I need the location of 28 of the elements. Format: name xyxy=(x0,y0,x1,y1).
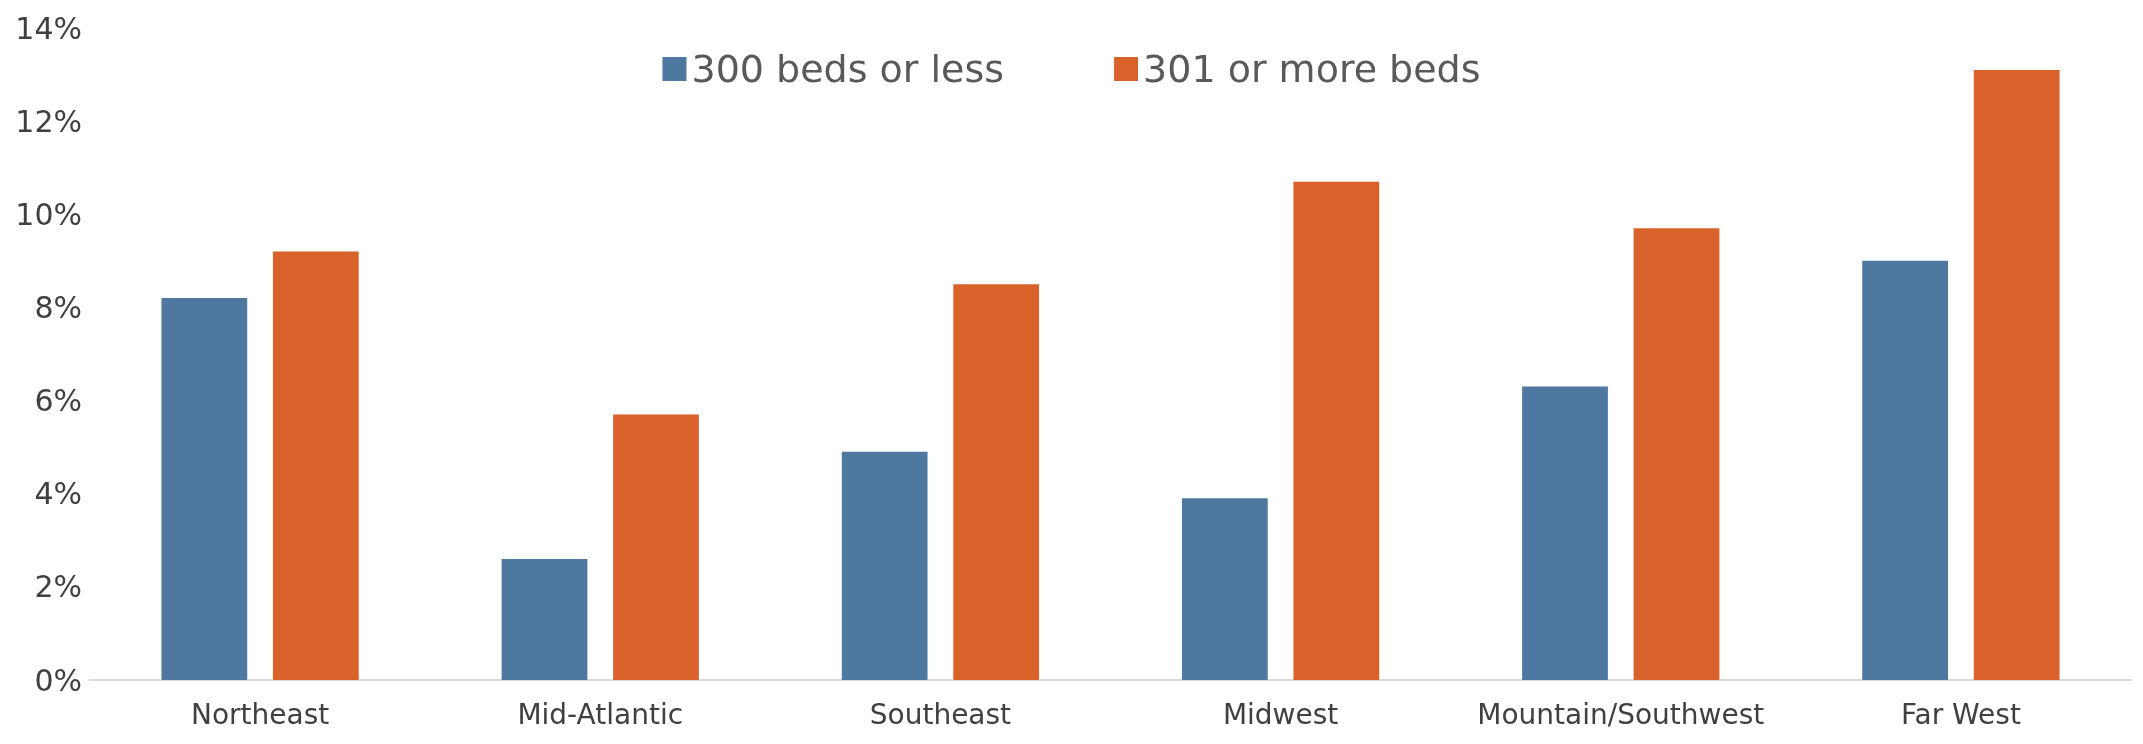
y-tick-label: 8% xyxy=(34,289,82,325)
x-tick-label: Northeast xyxy=(190,697,330,731)
bar xyxy=(1181,498,1268,680)
bar xyxy=(1633,228,1720,680)
y-tick-label: 10% xyxy=(15,196,82,232)
bar xyxy=(501,558,588,680)
bar xyxy=(1293,181,1380,680)
bar xyxy=(272,251,359,680)
bar xyxy=(841,451,928,680)
x-tick-label: Midwest xyxy=(1222,697,1339,731)
legend-label: 300 beds or less xyxy=(691,47,1005,91)
legend-label: 301 or more beds xyxy=(1143,47,1481,91)
bar xyxy=(1522,386,1608,680)
x-tick-label: Far West xyxy=(1900,697,2021,731)
y-tick-label: 4% xyxy=(34,476,82,512)
y-tick-label: 12% xyxy=(15,103,82,139)
y-tick-label: 0% xyxy=(34,662,82,698)
bar xyxy=(953,284,1040,680)
x-tick-label: Mid-Atlantic xyxy=(517,697,684,731)
x-tick-label: Mountain/Southwest xyxy=(1477,697,1765,731)
bar xyxy=(613,414,699,680)
bar xyxy=(161,298,248,680)
bar xyxy=(1973,69,2060,680)
x-tick-label: Southeast xyxy=(869,697,1012,731)
y-tick-label: 14% xyxy=(15,10,82,46)
y-tick-label: 6% xyxy=(34,383,82,419)
bar xyxy=(1862,260,1949,680)
y-tick-label: 2% xyxy=(34,569,82,605)
